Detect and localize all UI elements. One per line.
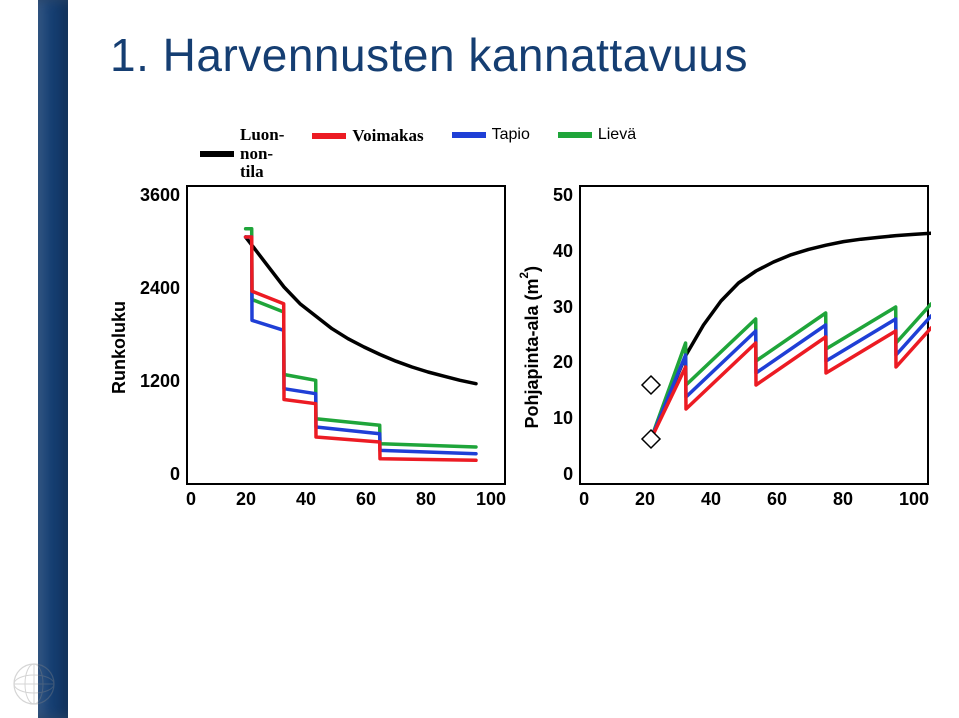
ytick-label: 50 bbox=[553, 185, 573, 206]
legend: Luon-non-tila Voimakas Tapio Lievä bbox=[200, 126, 636, 182]
chart-left-xticks: 0 20 40 60 80 100 bbox=[186, 485, 506, 510]
ytick-label: 1200 bbox=[140, 371, 180, 392]
xtick-label: 20 bbox=[635, 489, 655, 510]
xtick-label: 60 bbox=[356, 489, 376, 510]
xtick-label: 40 bbox=[701, 489, 721, 510]
chart-right-svg bbox=[581, 187, 931, 487]
xtick-label: 0 bbox=[579, 489, 589, 510]
ytick-label: 0 bbox=[170, 464, 180, 485]
chart-left-ylabel: Runkoluku bbox=[105, 301, 134, 394]
ytick-label: 0 bbox=[563, 464, 573, 485]
charts-row: Runkoluku 3600240012000 020406080100 Poh… bbox=[105, 185, 929, 510]
chart-right-block: Pohjapinta-ala (m2) 50403020100 02040608… bbox=[514, 185, 929, 510]
page-title: 1. Harvennusten kannattavuus bbox=[110, 28, 748, 82]
legend-label: Tapio bbox=[492, 126, 530, 144]
legend-item: Tapio bbox=[452, 126, 530, 144]
legend-swatch bbox=[312, 133, 346, 139]
xtick-label: 60 bbox=[767, 489, 787, 510]
legend-item: Lievä bbox=[558, 126, 636, 144]
chart-right-plot bbox=[579, 185, 929, 485]
xtick-label: 40 bbox=[296, 489, 316, 510]
ytick-label: 40 bbox=[553, 241, 573, 262]
chart-left-block: Runkoluku 3600 2400 1200 0 0 20 40 60 80 100 bbox=[105, 185, 506, 510]
chart-left-plot bbox=[186, 185, 506, 485]
side-stripe bbox=[38, 0, 68, 718]
legend-item: Voimakas bbox=[312, 126, 423, 146]
legend-label: Luon-non-tila bbox=[240, 126, 284, 182]
xtick-label: 100 bbox=[476, 489, 506, 510]
ytick-label: 10 bbox=[553, 408, 573, 429]
ytick-label: 20 bbox=[553, 352, 573, 373]
chart-right-yticks: 50 40 30 20 10 0 bbox=[547, 185, 579, 485]
legend-label: Lievä bbox=[598, 126, 636, 144]
logo-icon bbox=[12, 662, 56, 706]
chart-right-xticks: 0 20 40 60 80 100 bbox=[579, 485, 929, 510]
legend-swatch bbox=[558, 132, 592, 138]
chart-right-ylabel: Pohjapinta-ala (m2) bbox=[514, 266, 547, 429]
ytick-label: 3600 bbox=[140, 185, 180, 206]
legend-swatch bbox=[452, 132, 486, 138]
xtick-label: 20 bbox=[236, 489, 256, 510]
xtick-label: 100 bbox=[899, 489, 929, 510]
ytick-label: 30 bbox=[553, 297, 573, 318]
ytick-label: 2400 bbox=[140, 278, 180, 299]
legend-item: Luon-non-tila bbox=[200, 126, 284, 182]
legend-swatch bbox=[200, 151, 234, 157]
chart-left-svg bbox=[188, 187, 508, 487]
legend-label: Voimakas bbox=[352, 126, 423, 146]
xtick-label: 0 bbox=[186, 489, 196, 510]
chart-left-yticks: 3600 2400 1200 0 bbox=[134, 185, 186, 485]
xtick-label: 80 bbox=[833, 489, 853, 510]
xtick-label: 80 bbox=[416, 489, 436, 510]
